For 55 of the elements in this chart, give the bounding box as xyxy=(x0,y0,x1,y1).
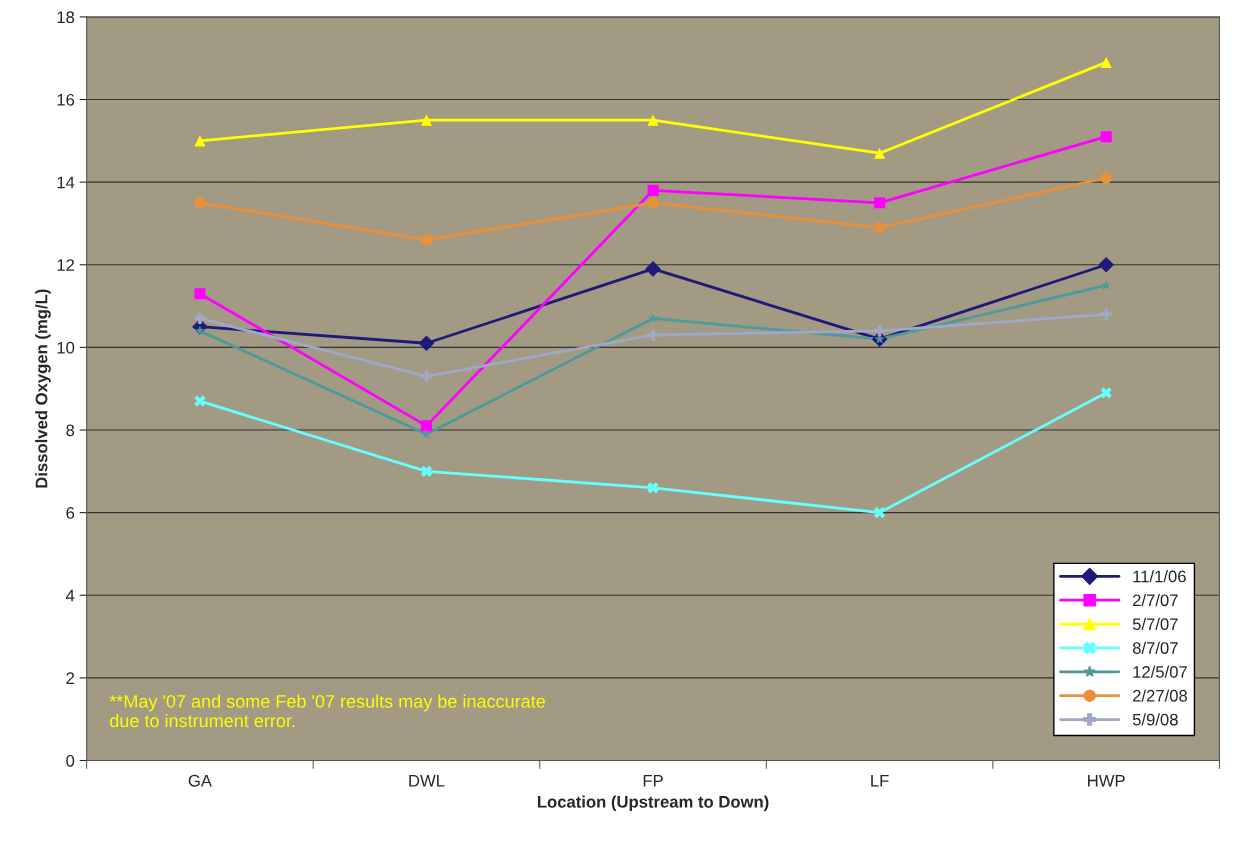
point xyxy=(874,507,886,519)
y-tick-label: 6 xyxy=(66,507,75,519)
legend-label: 11/1/06 xyxy=(1133,570,1186,583)
point xyxy=(1100,172,1112,184)
point xyxy=(194,312,206,325)
y-tick-label: 14 xyxy=(57,176,75,189)
y-tick-label: 10 xyxy=(57,341,75,354)
point xyxy=(874,325,886,337)
point xyxy=(194,395,206,407)
point xyxy=(1100,56,1112,68)
x-tick-label: DWL xyxy=(409,775,445,787)
point xyxy=(1100,131,1112,143)
y-tick-label: 2 xyxy=(66,672,75,684)
y-tick-label: 0 xyxy=(66,754,75,767)
point xyxy=(647,197,659,209)
point xyxy=(647,329,659,341)
y-tick-label: 16 xyxy=(57,93,75,106)
point xyxy=(647,184,659,196)
x-axis-title: Location (Upstream to Down) xyxy=(537,795,769,812)
point xyxy=(194,325,206,336)
legend-label: 5/7/07 xyxy=(1132,617,1178,631)
annotation: **May '07 and some Feb '07 results may be inaccurate due to instrument error. xyxy=(109,694,545,728)
x-tick-label: LF xyxy=(871,775,889,787)
point xyxy=(420,234,433,246)
point xyxy=(418,335,435,352)
y-tick-label: 8 xyxy=(66,424,75,437)
legend-label: 2/27/08 xyxy=(1133,689,1188,702)
point xyxy=(874,222,886,234)
legend-label: 8/7/07 xyxy=(1132,641,1178,654)
point xyxy=(1100,387,1112,399)
point xyxy=(874,197,886,209)
point xyxy=(647,482,659,494)
point xyxy=(194,197,206,209)
point xyxy=(420,370,433,382)
point xyxy=(645,261,661,277)
point xyxy=(420,465,433,477)
point xyxy=(874,147,886,159)
point xyxy=(647,114,659,126)
point xyxy=(420,114,433,126)
point xyxy=(194,135,206,147)
point xyxy=(1098,256,1115,273)
legend-label: 12/5/07 xyxy=(1133,665,1187,678)
y-axis-title: Dissolved Oxygen (mg/L) xyxy=(35,289,51,488)
point xyxy=(194,288,206,300)
point xyxy=(420,420,433,432)
x-tick-label: FP xyxy=(643,775,663,787)
y-tick-label: 18 xyxy=(57,11,75,24)
x-tick-label: HWP xyxy=(1088,775,1125,787)
y-tick-label: 4 xyxy=(65,589,75,602)
legend-label: 5/9/08 xyxy=(1132,713,1178,726)
legend-label: 2/7/07 xyxy=(1133,593,1178,607)
point xyxy=(1100,279,1112,290)
y-tick-label: 12 xyxy=(57,259,75,271)
x-tick-label: GA xyxy=(188,774,212,787)
point xyxy=(1100,308,1112,320)
